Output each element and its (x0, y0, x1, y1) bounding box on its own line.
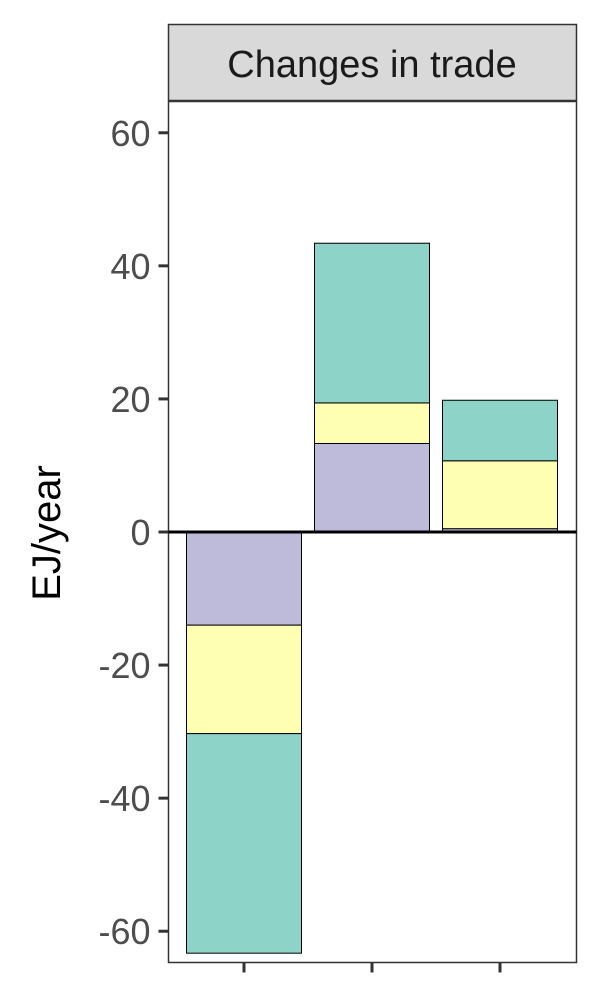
y-tick-label: 40 (110, 246, 150, 287)
bar-segment-2-2 (314, 402, 430, 445)
y-tick-label: -40 (98, 778, 150, 819)
y-tick-label: 0 (130, 512, 150, 553)
facet-strip (167, 23, 578, 102)
y-axis-title: EJ/year (25, 465, 69, 601)
y-tick-label: 60 (110, 113, 150, 154)
bar-segment-2-1 (314, 443, 430, 533)
bar-segment-3-2 (442, 460, 558, 530)
bar-segment-1-1 (186, 531, 302, 626)
bar-segment-1-2 (186, 624, 302, 735)
y-tick-label: -20 (98, 645, 150, 686)
bar-segment-2-3 (314, 242, 430, 404)
y-tick-label: -60 (98, 911, 150, 952)
facet-title: Changes in trade (227, 44, 516, 86)
bar-segment-3-3 (442, 399, 558, 462)
y-tick-label: 20 (110, 379, 150, 420)
bar-segment-1-3 (186, 733, 302, 954)
